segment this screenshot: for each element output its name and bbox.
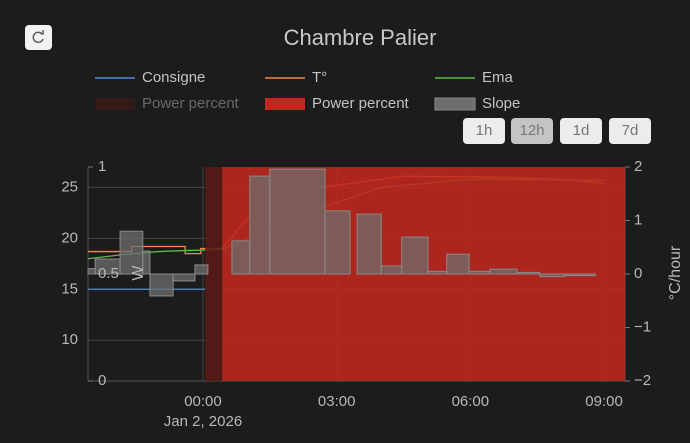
- y-tick-label: 20: [61, 229, 78, 246]
- slope-bar: [356, 213, 382, 275]
- slope-bar: [516, 271, 541, 275]
- slope-bar: [446, 253, 470, 275]
- legend-label: Consigne: [142, 69, 205, 86]
- legend-label: Ema: [482, 69, 514, 86]
- slope-bar: [539, 273, 566, 278]
- power-bar: [205, 167, 223, 381]
- x-tick-label: 00:00: [184, 393, 222, 410]
- slope-bar: [564, 273, 596, 277]
- x-tick-label: 09:00: [585, 393, 623, 410]
- y3-tick-label: 1: [98, 158, 106, 175]
- slope-bar: [149, 273, 174, 297]
- slope-bar: [194, 264, 209, 275]
- slope-bar: [269, 168, 326, 275]
- range-button[interactable]: 1d: [560, 118, 602, 144]
- slope-bar: [468, 270, 491, 275]
- legend-label: T°: [312, 69, 327, 86]
- legend-swatch: [265, 98, 305, 110]
- slope-bar: [324, 210, 351, 275]
- y2-tick-label: −1: [634, 318, 651, 335]
- y2-axis-label: °C/hour: [667, 245, 684, 300]
- x-date-label: Jan 2, 2026: [164, 413, 242, 430]
- range-button[interactable]: 7d: [609, 118, 651, 144]
- x-tick-label: 06:00: [452, 393, 490, 410]
- slope-bar: [142, 250, 151, 275]
- slope-bar: [172, 273, 196, 282]
- y-tick-label: 15: [61, 280, 78, 297]
- legend-swatch: [434, 97, 476, 111]
- y2-tick-label: 1: [634, 211, 642, 228]
- y2-tick-label: 0: [634, 265, 642, 282]
- y-tick-label: 25: [61, 178, 78, 195]
- slope-bar: [380, 265, 403, 275]
- legend-swatch: [95, 98, 135, 110]
- refresh-button[interactable]: [25, 25, 52, 50]
- legend-label: Power percent: [312, 95, 410, 112]
- slope-bar: [87, 268, 96, 275]
- y-tick-label: 10: [61, 331, 78, 348]
- slope-bar: [249, 175, 271, 275]
- range-button[interactable]: 1h: [463, 118, 505, 144]
- y2-tick-label: −2: [634, 372, 651, 389]
- y2-tick-label: 2: [634, 158, 642, 175]
- y3-tick-label: 0.5: [98, 265, 119, 282]
- range-button[interactable]: 12h: [511, 118, 553, 144]
- slope-bar: [489, 268, 518, 275]
- y3-axis-label: W: [130, 265, 147, 281]
- y3-tick-label: 0: [98, 372, 106, 389]
- legend-label: Slope: [482, 95, 520, 112]
- slope-bar: [427, 270, 448, 275]
- x-tick-label: 03:00: [318, 393, 356, 410]
- slope-bar: [401, 236, 429, 275]
- chart-title: Chambre Palier: [284, 25, 437, 50]
- slope-bar: [231, 240, 251, 275]
- legend-label: Power percent: [142, 95, 240, 112]
- refresh-icon: [32, 30, 44, 44]
